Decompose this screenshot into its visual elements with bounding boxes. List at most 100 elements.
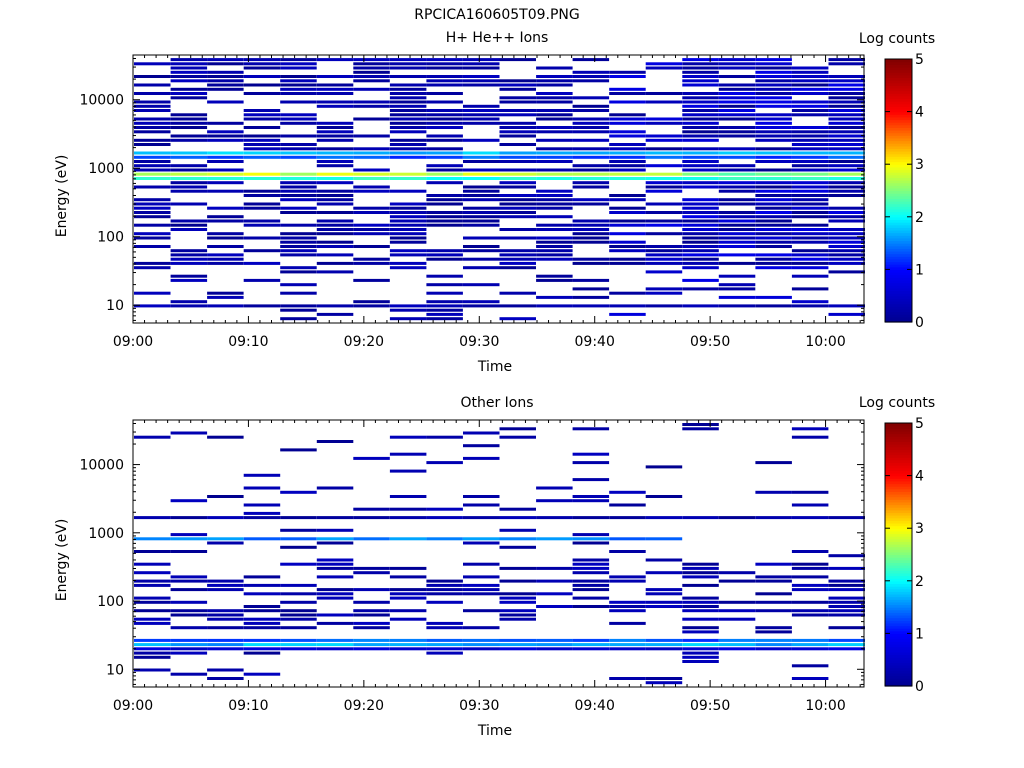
heatmap-cell: [828, 75, 865, 78]
heatmap-cell: [316, 202, 354, 206]
heatmap-cell: [645, 257, 683, 261]
heatmap-cell: [134, 104, 171, 108]
heatmap-cell: [499, 83, 536, 87]
heatmap-cell: [280, 198, 317, 202]
heatmap-cell: [353, 257, 390, 261]
heatmap-cell: [389, 172, 427, 176]
colorbar-segment: [885, 649, 912, 653]
heatmap-cell: [828, 83, 865, 87]
heatmap-cell: [536, 253, 573, 257]
heatmap-cell: [353, 304, 390, 308]
heatmap-cell: [207, 304, 244, 308]
heatmap-cell: [609, 550, 646, 553]
heatmap-cell: [280, 100, 317, 104]
heatmap-cell: [316, 613, 354, 617]
colorbar-segment: [885, 190, 912, 194]
heatmap-cell: [316, 75, 354, 78]
heatmap-cell: [791, 164, 829, 168]
heatmap-cell: [426, 198, 463, 202]
heatmap-cell: [682, 117, 719, 121]
heatmap-cell: [316, 160, 354, 163]
colorbar-segment: [885, 501, 912, 506]
heatmap-cell: [755, 236, 792, 240]
heatmap-cell: [134, 643, 171, 647]
heatmap-cell: [755, 126, 792, 129]
heatmap-cell: [572, 541, 610, 545]
heatmap-cell: [280, 537, 317, 541]
heatmap-cell: [791, 134, 829, 138]
heatmap-cell: [828, 100, 865, 104]
heatmap-cell: [572, 219, 610, 223]
heatmap-cell: [828, 177, 865, 180]
heatmap-cell: [572, 236, 610, 240]
heatmap-cell: [243, 575, 281, 579]
heatmap-cell: [645, 253, 683, 257]
heatmap-cell: [572, 232, 610, 236]
heatmap-cell: [718, 253, 756, 257]
heatmap-cell: [316, 643, 354, 647]
colorbar-segment: [885, 614, 912, 619]
heatmap-cell: [280, 240, 317, 244]
heatmap-cell: [536, 638, 573, 642]
heatmap-cell: [134, 185, 171, 189]
heatmap-cell: [207, 245, 244, 248]
heatmap-cell: [207, 75, 244, 78]
heatmap-cell: [389, 495, 427, 498]
heatmap-cell: [572, 155, 610, 159]
heatmap-cell: [536, 215, 573, 219]
heatmap-cell: [536, 168, 573, 172]
colorbar-segment: [885, 311, 912, 315]
heatmap-cell: [682, 62, 719, 66]
heatmap-cell: [463, 257, 500, 261]
heatmap-cell: [170, 181, 208, 185]
heatmap-cell: [463, 266, 500, 270]
heatmap-cell: [243, 647, 281, 651]
heatmap-cell: [718, 223, 756, 227]
heatmap-cell: [718, 117, 756, 121]
heatmap-cell: [170, 300, 208, 304]
heatmap-cell: [316, 558, 354, 562]
heatmap-cell: [536, 202, 573, 206]
heatmap-cell: [389, 138, 427, 142]
heatmap-cell: [791, 87, 829, 91]
heatmap-cell: [426, 202, 463, 206]
heatmap-cell: [682, 79, 719, 83]
colorbar-tick-label: 0: [915, 315, 924, 331]
colorbar-segment: [885, 287, 912, 292]
heatmap-cell: [572, 588, 610, 592]
heatmap-cell: [170, 588, 208, 592]
heatmap-cell: [755, 96, 792, 100]
heatmap-cell: [609, 537, 646, 541]
heatmap-cell: [682, 177, 719, 180]
heatmap-cell: [645, 304, 683, 308]
heatmap-cell: [755, 117, 792, 121]
heatmap-cell: [645, 249, 683, 253]
heatmap-cell: [682, 516, 719, 520]
heatmap-cell: [609, 638, 646, 642]
colorbar-segment: [885, 253, 912, 257]
heatmap-cell: [353, 537, 390, 541]
heatmap-cell: [426, 647, 463, 651]
heatmap-cell: [463, 583, 500, 587]
heatmap-cell: [755, 304, 792, 308]
heatmap-cell: [463, 503, 500, 507]
heatmap-cell: [207, 668, 244, 672]
heatmap-cell: [499, 596, 536, 600]
heatmap-cell: [682, 70, 719, 74]
colorbar-segment: [885, 145, 912, 150]
heatmap-cell: [353, 185, 390, 189]
heatmap-cell: [572, 461, 610, 465]
heatmap-cell: [609, 677, 646, 680]
heatmap-cell: [463, 151, 500, 155]
colorbar-segment: [885, 187, 912, 192]
colorbar-segment: [885, 172, 912, 176]
colorbar-segment: [885, 557, 912, 561]
heatmap-cell: [170, 261, 208, 265]
heatmap-cell: [280, 304, 317, 308]
heatmap-cell: [791, 138, 829, 142]
heatmap-cell: [499, 609, 536, 613]
heatmap-cell: [207, 626, 244, 630]
heatmap-cell: [828, 579, 865, 583]
heatmap-cell: [170, 121, 208, 125]
heatmap-cell: [353, 600, 390, 604]
